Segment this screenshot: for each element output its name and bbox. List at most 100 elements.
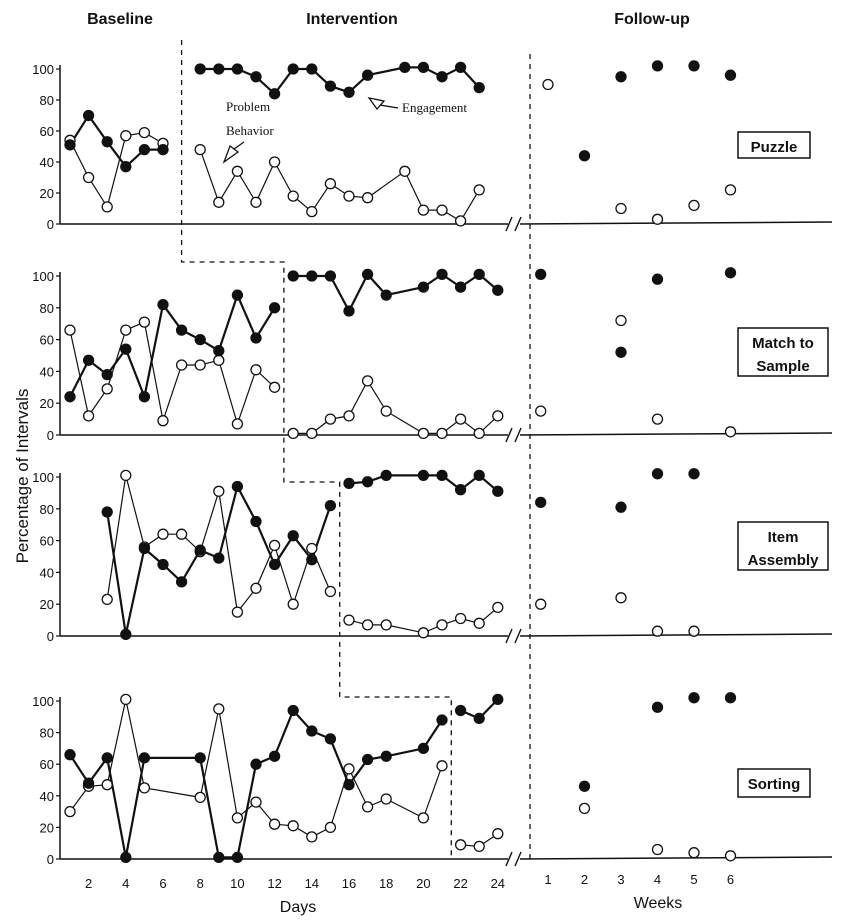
y-tick-label: 100: [32, 694, 54, 709]
engagement-arrow-head: [367, 97, 386, 111]
intervention-engagement-point: [250, 71, 262, 83]
baseline-engagement-point: [64, 391, 76, 403]
followup-engagement-point: [724, 267, 737, 279]
panel-sorting: 0 20 40 60 80 100 Sorting: [32, 692, 833, 867]
intervention-problem-point: [399, 165, 411, 177]
intervention-problem-point: [454, 215, 467, 227]
baseline-engagement-point: [213, 345, 225, 357]
baseline-problem-point: [324, 821, 337, 834]
baseline-engagement-point: [287, 530, 299, 542]
baseline-engagement-point: [157, 298, 169, 311]
baseline-problem-point: [101, 593, 113, 606]
baseline-problem-point: [250, 582, 262, 594]
x-tick-label-day: 12: [267, 876, 281, 891]
task-label-box: [737, 131, 811, 159]
baseline-engagement-line: [69, 113, 163, 169]
baseline-problem-point: [101, 779, 113, 791]
intervention-problem-point: [361, 619, 374, 631]
y-tick-label: 0: [47, 852, 54, 867]
baseline-engagement-point: [231, 289, 244, 301]
baseline-problem-point: [306, 542, 318, 555]
baseline-problem-point: [287, 598, 299, 610]
followup-engagement-point: [651, 468, 664, 480]
baseline-engagement-point: [101, 136, 113, 148]
intervention-engagement-point: [343, 86, 355, 98]
y-tick-label: 80: [40, 301, 54, 316]
panel-match-to-sample: 0 20 40 60 80 100 Match to Sample: [32, 267, 833, 443]
intervention-engagement-point: [361, 268, 374, 281]
intervention-problem-point: [306, 427, 318, 440]
x-tick-label-week: 4: [654, 872, 661, 887]
baseline-engagement-point: [231, 480, 244, 493]
x-axis-label-weeks: Weeks: [634, 895, 683, 912]
y-tick-label: 60: [40, 333, 54, 348]
intervention-engagement-point: [287, 63, 299, 75]
y-tick-label: 40: [40, 789, 54, 804]
baseline-problem-point: [417, 812, 430, 824]
followup-problem-point: [724, 184, 737, 196]
followup-problem-point: [688, 847, 700, 859]
phase-label-intervention: Intervention: [306, 11, 398, 28]
x-axis-line-weeks: [519, 221, 833, 225]
baseline-engagement-point: [138, 752, 151, 764]
baseline-engagement-point: [250, 332, 262, 344]
baseline-problem-point: [250, 796, 262, 808]
task-label: Assembly: [748, 552, 820, 569]
axis-break-mark: [505, 216, 513, 232]
y-tick-label: 100: [32, 269, 54, 284]
followup-engagement-point: [651, 273, 664, 285]
intervention-problem-point: [343, 410, 355, 422]
baseline-problem-point: [82, 171, 95, 184]
intervention-engagement-point: [454, 281, 467, 293]
x-tick-label-day: 20: [416, 876, 430, 891]
baseline-engagement-point: [268, 302, 281, 314]
baseline-problem-point: [120, 693, 132, 706]
intervention-engagement-point: [454, 484, 467, 496]
y-tick-label: 80: [40, 93, 54, 108]
x-tick-label-day: 14: [305, 876, 319, 891]
intervention-problem-point: [343, 614, 355, 626]
intervention-engagement-point: [454, 61, 467, 74]
intervention-engagement-point: [492, 693, 504, 706]
intervention-engagement-point: [306, 270, 318, 282]
baseline-engagement-point: [194, 333, 206, 346]
y-tick-label: 60: [40, 757, 54, 772]
baseline-problem-point: [268, 818, 281, 830]
x-tick-label-day: 10: [230, 876, 244, 891]
y-tick-label: 80: [40, 726, 54, 741]
baseline-engagement-point: [157, 143, 169, 156]
intervention-engagement-point: [324, 80, 337, 92]
task-label-box: [737, 327, 829, 377]
axis-break-mark: [514, 427, 522, 443]
intervention-problem-point: [380, 405, 392, 417]
followup-engagement-point: [688, 692, 700, 704]
baseline-problem-point: [268, 381, 281, 393]
intervention-engagement-point: [213, 63, 225, 75]
baseline-problem-point: [138, 782, 151, 794]
y-tick-label: 40: [40, 565, 54, 580]
x-tick-label-week: 3: [617, 872, 624, 887]
baseline-engagement-point: [343, 779, 355, 791]
phase-change-line: [180, 40, 452, 858]
annotation-problem: Problem: [226, 99, 270, 114]
intervention-engagement-point: [473, 268, 485, 281]
followup-problem-point: [542, 78, 554, 91]
x-tick-label-day: 22: [453, 876, 467, 891]
baseline-problem-point: [120, 324, 132, 336]
axis-break-mark: [505, 427, 513, 443]
intervention-engagement-point: [454, 704, 467, 717]
baseline-engagement-point: [436, 714, 448, 726]
baseline-problem-point: [120, 469, 132, 482]
baseline-engagement-point: [120, 851, 132, 864]
baseline-problem-point: [157, 415, 169, 427]
intervention-engagement-point: [492, 284, 504, 296]
followup-engagement-point: [615, 346, 627, 358]
intervention-problem-point: [454, 612, 467, 625]
x-tick-label-week: 6: [727, 872, 734, 887]
baseline-problem-point: [213, 485, 225, 497]
baseline-engagement-point: [64, 749, 76, 761]
annotation-engagement: Engagement: [402, 100, 467, 115]
followup-problem-point: [651, 413, 664, 425]
baseline-problem-point: [175, 528, 188, 540]
intervention-engagement-point: [380, 469, 392, 482]
